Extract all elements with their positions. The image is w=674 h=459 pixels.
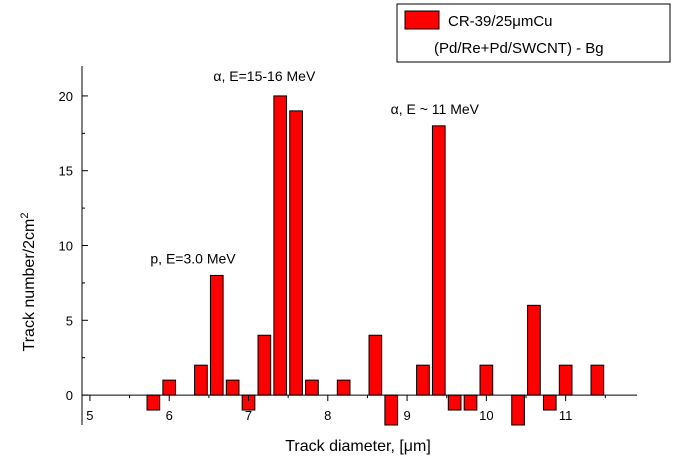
y-axis-title-superscript: 2 (19, 213, 31, 219)
bar (542, 394, 557, 411)
y-axis-title-main: Track number/2cm (21, 219, 38, 352)
y-tick-label: 5 (66, 313, 73, 328)
bar (368, 334, 383, 396)
x-tick-label: 6 (166, 408, 173, 423)
y-tick-label: 0 (66, 388, 73, 403)
bar (479, 364, 494, 396)
legend-label-line1: CR-39/25μmCu (448, 13, 553, 30)
bar (273, 95, 288, 396)
bar (511, 394, 525, 426)
x-tick-label: 7 (245, 408, 252, 423)
y-tick-label: 15 (59, 164, 73, 179)
bar (431, 125, 446, 396)
y-tick-label: 20 (59, 89, 73, 104)
bar (225, 379, 240, 396)
x-tick-label: 10 (479, 408, 493, 423)
x-tick-label: 8 (324, 408, 331, 423)
bar (527, 304, 541, 396)
annotation-label: α, E ~ 11 MeV (391, 101, 480, 117)
bar (590, 364, 605, 396)
legend-box (396, 3, 671, 63)
bar (336, 379, 351, 396)
bar (305, 379, 319, 396)
annotation-label: α, E=15-16 MeV (213, 68, 316, 84)
bar (209, 274, 224, 396)
x-axis-title-unit: μm (404, 438, 427, 455)
bar (416, 364, 430, 396)
x-tick-label: 5 (86, 408, 93, 423)
x-axis-title: Track diameter, [μm] (285, 438, 431, 455)
legend-label-line2: (Pd/Re+Pd/SWCNT) - Bg (434, 40, 604, 57)
bar (447, 394, 462, 411)
bar (194, 364, 208, 396)
x-axis-title-suffix: ] (426, 438, 430, 455)
annotations: α, E=15-16 MeV α, E ~ 11 MeV p, E=3.0 MeV (150, 68, 479, 266)
bar (146, 394, 161, 411)
y-tick-label: 10 (59, 239, 73, 254)
bar (257, 334, 272, 396)
bar (463, 394, 478, 411)
bar (384, 394, 399, 426)
legend: CR-39/25μmCu (Pd/Re+Pd/SWCNT) - Bg (396, 3, 671, 63)
bar (162, 379, 177, 396)
bars (146, 95, 605, 426)
bar (558, 364, 573, 396)
x-tick-label: 11 (559, 408, 573, 423)
legend-swatch (404, 10, 440, 30)
y-axis-title: Track number/2cm2 (19, 213, 38, 352)
annotation-label: p, E=3.0 MeV (150, 250, 236, 266)
x-tick-label: 9 (403, 408, 410, 423)
bar (289, 110, 303, 396)
x-axis-title-prefix: Track diameter, [ (285, 438, 404, 455)
